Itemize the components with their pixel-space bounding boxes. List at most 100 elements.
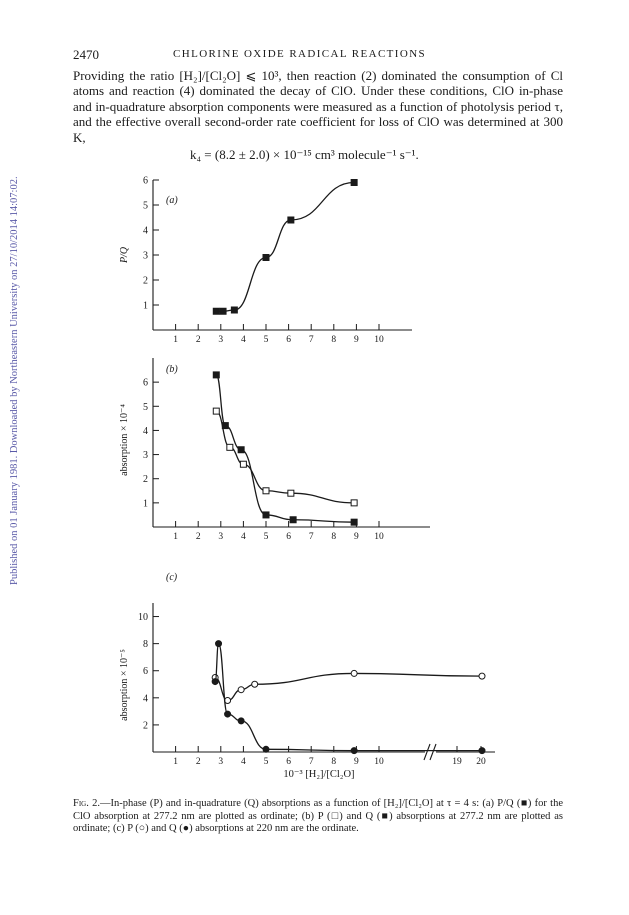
data-point — [262, 487, 270, 495]
x-tick-label: 8 — [331, 757, 336, 767]
data-point — [211, 678, 219, 686]
data-point — [350, 499, 358, 507]
x-tick-label: 5 — [264, 532, 269, 542]
x-tick-label: 10 — [374, 335, 384, 345]
y-tick-label: 8 — [143, 639, 148, 650]
y-tick-label: 2 — [143, 474, 148, 485]
data-point — [230, 306, 238, 314]
x-tick-label: 9 — [354, 757, 359, 767]
running-title: CHLORINE OXIDE RADICAL REACTIONS — [173, 48, 427, 60]
y-tick-label: 1 — [143, 498, 148, 509]
data-point — [212, 307, 220, 315]
data-point — [262, 511, 270, 519]
x-tick-label: 6 — [286, 757, 291, 767]
y-axis-label: P/Q — [119, 246, 130, 264]
panel-label: (a) — [166, 195, 178, 206]
y-tick-label: 5 — [143, 201, 148, 212]
y-tick-label: 3 — [143, 251, 148, 262]
download-watermark: Published on 01 January 1981. Downloaded… — [2, 70, 24, 590]
y-tick-label: 4 — [143, 226, 148, 237]
page-header: 2470 CHLORINE OXIDE RADICAL REACTIONS — [73, 47, 563, 63]
y-tick-label: 2 — [143, 720, 148, 731]
data-point — [350, 179, 358, 186]
panel-label: (c) — [166, 572, 178, 583]
x-tick-label: 7 — [309, 335, 314, 345]
series-curve-2 — [215, 374, 355, 523]
x-tick-label: 2 — [196, 532, 201, 542]
x-tick-label: 10 — [374, 532, 384, 542]
data-point — [221, 422, 229, 430]
data-point — [287, 216, 295, 224]
x-tick-label: 3 — [218, 532, 223, 542]
caption-label: Fig. 2. — [73, 798, 100, 809]
x-tick-label: 7 — [309, 532, 314, 542]
y-tick-label: 2 — [143, 276, 148, 287]
data-point — [237, 686, 245, 694]
data-point — [478, 747, 486, 755]
y-tick-label: 1 — [143, 301, 148, 312]
data-point — [262, 745, 270, 753]
data-point — [237, 446, 245, 454]
figure-caption: Fig. 2.—In-phase (P) and in-quadrature (… — [73, 798, 563, 836]
x-tick-label: 2 — [196, 757, 201, 767]
y-tick-label: 10 — [138, 612, 148, 623]
data-point — [262, 254, 270, 261]
y-tick-label: 4 — [143, 693, 148, 704]
rate-equation: k₄ = (8.2 ± 2.0) × 10⁻¹⁵ cm³ molecule⁻¹ … — [190, 147, 419, 162]
x-tick-label: 4 — [241, 757, 246, 767]
x-tick-label: 6 — [286, 335, 291, 345]
x-tick-label: 3 — [218, 335, 223, 345]
y-tick-label: 4 — [143, 426, 148, 437]
data-point — [350, 747, 358, 755]
y-tick-label: 6 — [143, 378, 148, 389]
data-point — [287, 489, 295, 497]
data-point — [215, 640, 223, 648]
data-point — [224, 710, 232, 718]
download-watermark-text: Published on 01 January 1981. Downloaded… — [9, 176, 20, 585]
data-point — [478, 672, 486, 680]
x-tick-label: 6 — [286, 532, 291, 542]
x-tick-label: 3 — [218, 757, 223, 767]
data-point — [350, 518, 358, 526]
y-tick-label: 6 — [143, 176, 148, 187]
x-tick-label: 4 — [241, 335, 246, 345]
x-axis-label: 10⁻³ [H₂]/[Cl₂O] — [283, 769, 354, 780]
y-axis-label: absorption × 10⁻⁵ — [119, 649, 130, 721]
data-point — [226, 443, 234, 451]
x-tick-label: 9 — [354, 335, 359, 345]
y-axis-label: absorption × 10⁻⁴ — [119, 404, 130, 476]
data-point — [212, 407, 220, 415]
y-tick-label: 3 — [143, 450, 148, 461]
caption-text: —In-phase (P) and in-quadrature (Q) abso… — [73, 798, 563, 835]
page-number: 2470 — [73, 47, 99, 62]
axis-break-mark — [423, 743, 437, 761]
data-point — [350, 669, 358, 677]
data-point — [239, 460, 247, 468]
x-tick-label: 8 — [331, 532, 336, 542]
x-tick-label: 1 — [173, 757, 178, 767]
panel-label: (b) — [166, 364, 178, 375]
data-point — [219, 307, 227, 315]
x-tick-label: 19 — [452, 757, 462, 767]
x-tick-label: 5 — [264, 757, 269, 767]
y-tick-label: 5 — [143, 402, 148, 413]
x-tick-label: 1 — [173, 532, 178, 542]
data-point — [237, 717, 245, 725]
body-paragraph: Providing the ratio [H₂]/[Cl₂O] ⩽ 10³, t… — [73, 68, 563, 145]
data-point — [212, 371, 220, 379]
data-point — [251, 680, 259, 688]
x-tick-label: 9 — [354, 532, 359, 542]
series-curve-2 — [214, 642, 482, 752]
x-tick-label: 1 — [173, 335, 178, 345]
series-curve-1 — [216, 181, 355, 312]
x-tick-label: 7 — [309, 757, 314, 767]
x-tick-label: 10 — [374, 757, 384, 767]
data-point — [289, 516, 297, 524]
x-tick-label: 5 — [264, 335, 269, 345]
x-tick-label: 8 — [331, 335, 336, 345]
x-tick-label: 20 — [476, 757, 486, 767]
x-tick-label: 4 — [241, 532, 246, 542]
y-tick-label: 6 — [143, 666, 148, 677]
x-tick-label: 2 — [196, 335, 201, 345]
